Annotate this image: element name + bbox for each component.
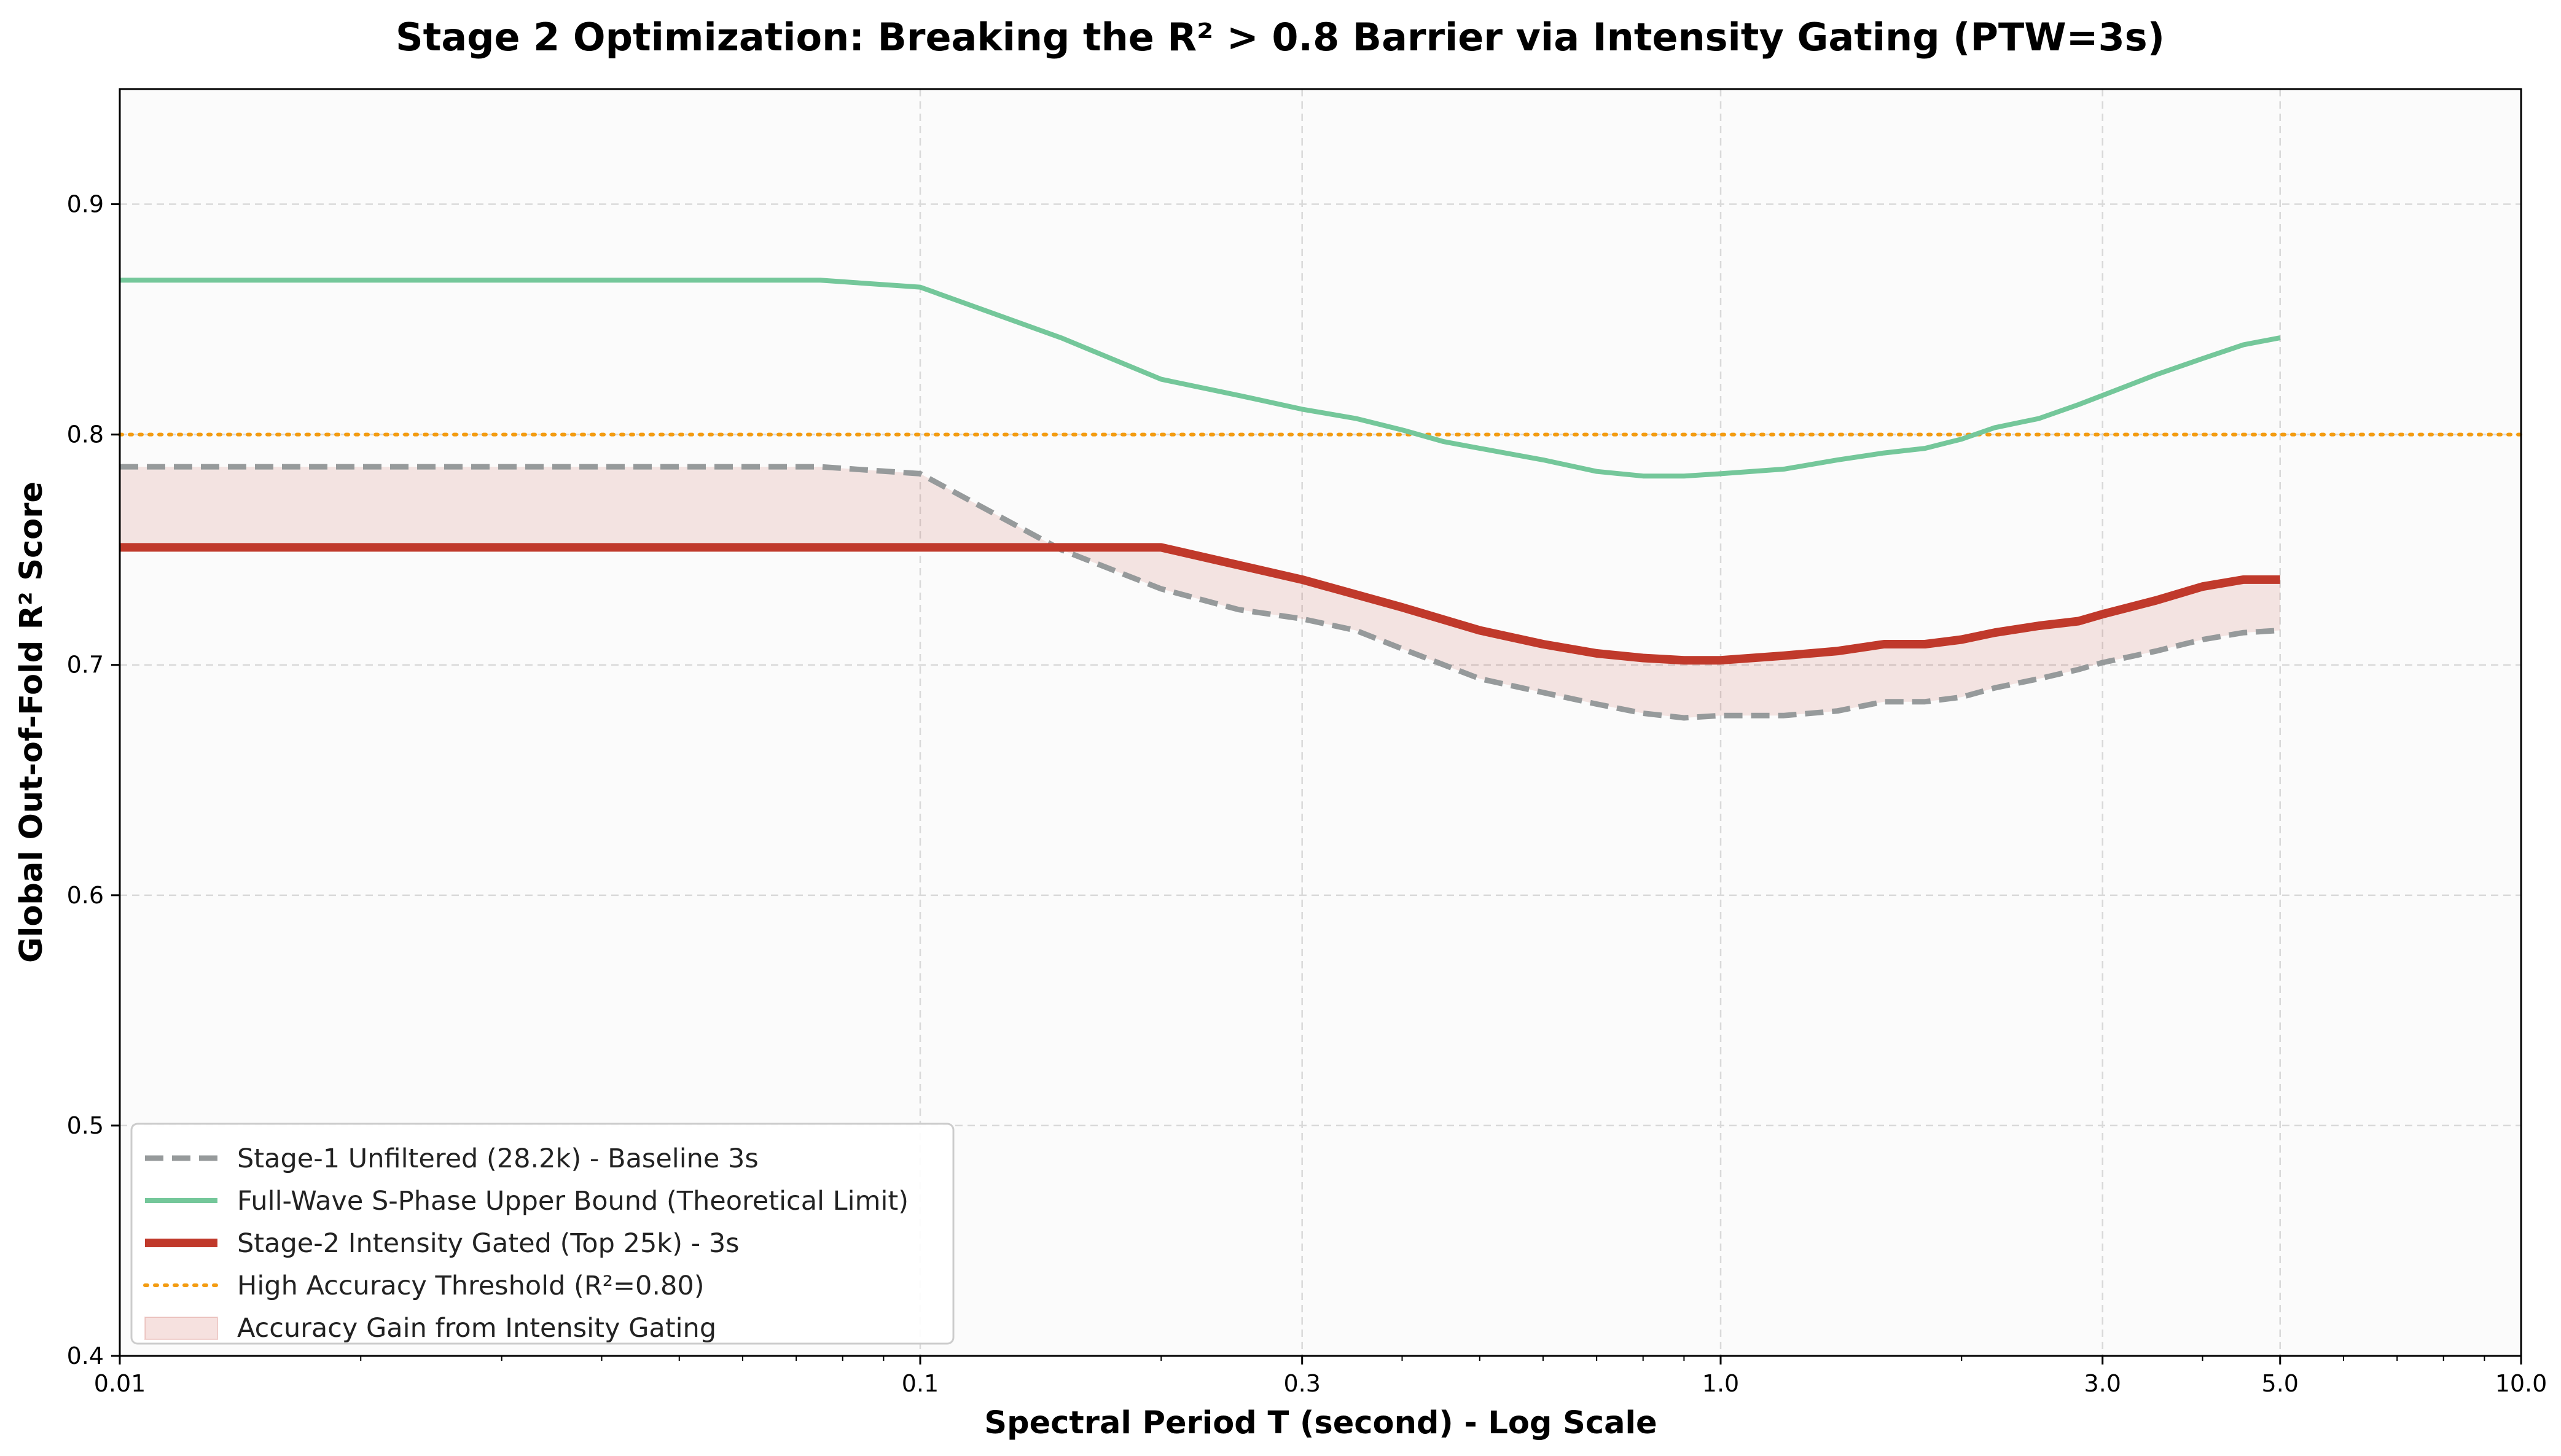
x-tick-label: 0.01 xyxy=(94,1370,146,1397)
y-tick-label: 0.6 xyxy=(67,882,104,909)
chart-title: Stage 2 Optimization: Breaking the R² > … xyxy=(396,15,2165,60)
accuracy-gain-fill xyxy=(120,467,2280,718)
x-axis-label: Spectral Period T (second) - Log Scale xyxy=(984,1405,1657,1441)
legend: Stage-1 Unfiltered (28.2k) - Baseline 3s… xyxy=(130,1123,955,1345)
x-tick-label: 10.0 xyxy=(2495,1370,2547,1397)
x-tick-label: 0.3 xyxy=(1283,1370,1320,1397)
x-tick-label: 3.0 xyxy=(2084,1370,2121,1397)
legend-label: Accuracy Gain from Intensity Gating xyxy=(237,1313,716,1344)
x-tick-label: 5.0 xyxy=(2262,1370,2299,1397)
series-lines xyxy=(118,278,2523,721)
y-axis-label: Global Out-of-Fold R² Score xyxy=(14,481,50,963)
legend-label: Full-Wave S-Phase Upper Bound (Theoretic… xyxy=(237,1186,909,1217)
series-line-3 xyxy=(120,543,2280,665)
legend-label: Stage-1 Unfiltered (28.2k) - Baseline 3s xyxy=(237,1143,759,1174)
y-tick-label: 0.4 xyxy=(67,1342,104,1369)
x-tick-label: 0.1 xyxy=(902,1370,939,1397)
y-tick-label: 0.8 xyxy=(67,421,104,448)
y-tick-label: 0.5 xyxy=(67,1112,104,1139)
series-line-1 xyxy=(120,464,2281,721)
y-tick-label: 0.9 xyxy=(67,191,104,218)
legend-swatch xyxy=(144,1317,218,1340)
axis-ticks: 0.01 0.1 0.3 1.0 3.0 5.0 10.0 0.4 0.5 0.6 0.7 0.8 0.… xyxy=(67,191,2547,1397)
legend-box xyxy=(130,1123,955,1345)
fill-area-group xyxy=(120,467,2280,718)
legend-label: Stage-2 Intensity Gated (Top 25k) - 3s xyxy=(237,1228,740,1259)
y-tick-label: 0.7 xyxy=(67,652,104,679)
x-tick-label: 1.0 xyxy=(1702,1370,1739,1397)
plot-frame xyxy=(119,88,2522,1357)
legend-label: High Accuracy Threshold (R²=0.80) xyxy=(237,1271,705,1301)
series-line-2 xyxy=(120,278,2281,479)
